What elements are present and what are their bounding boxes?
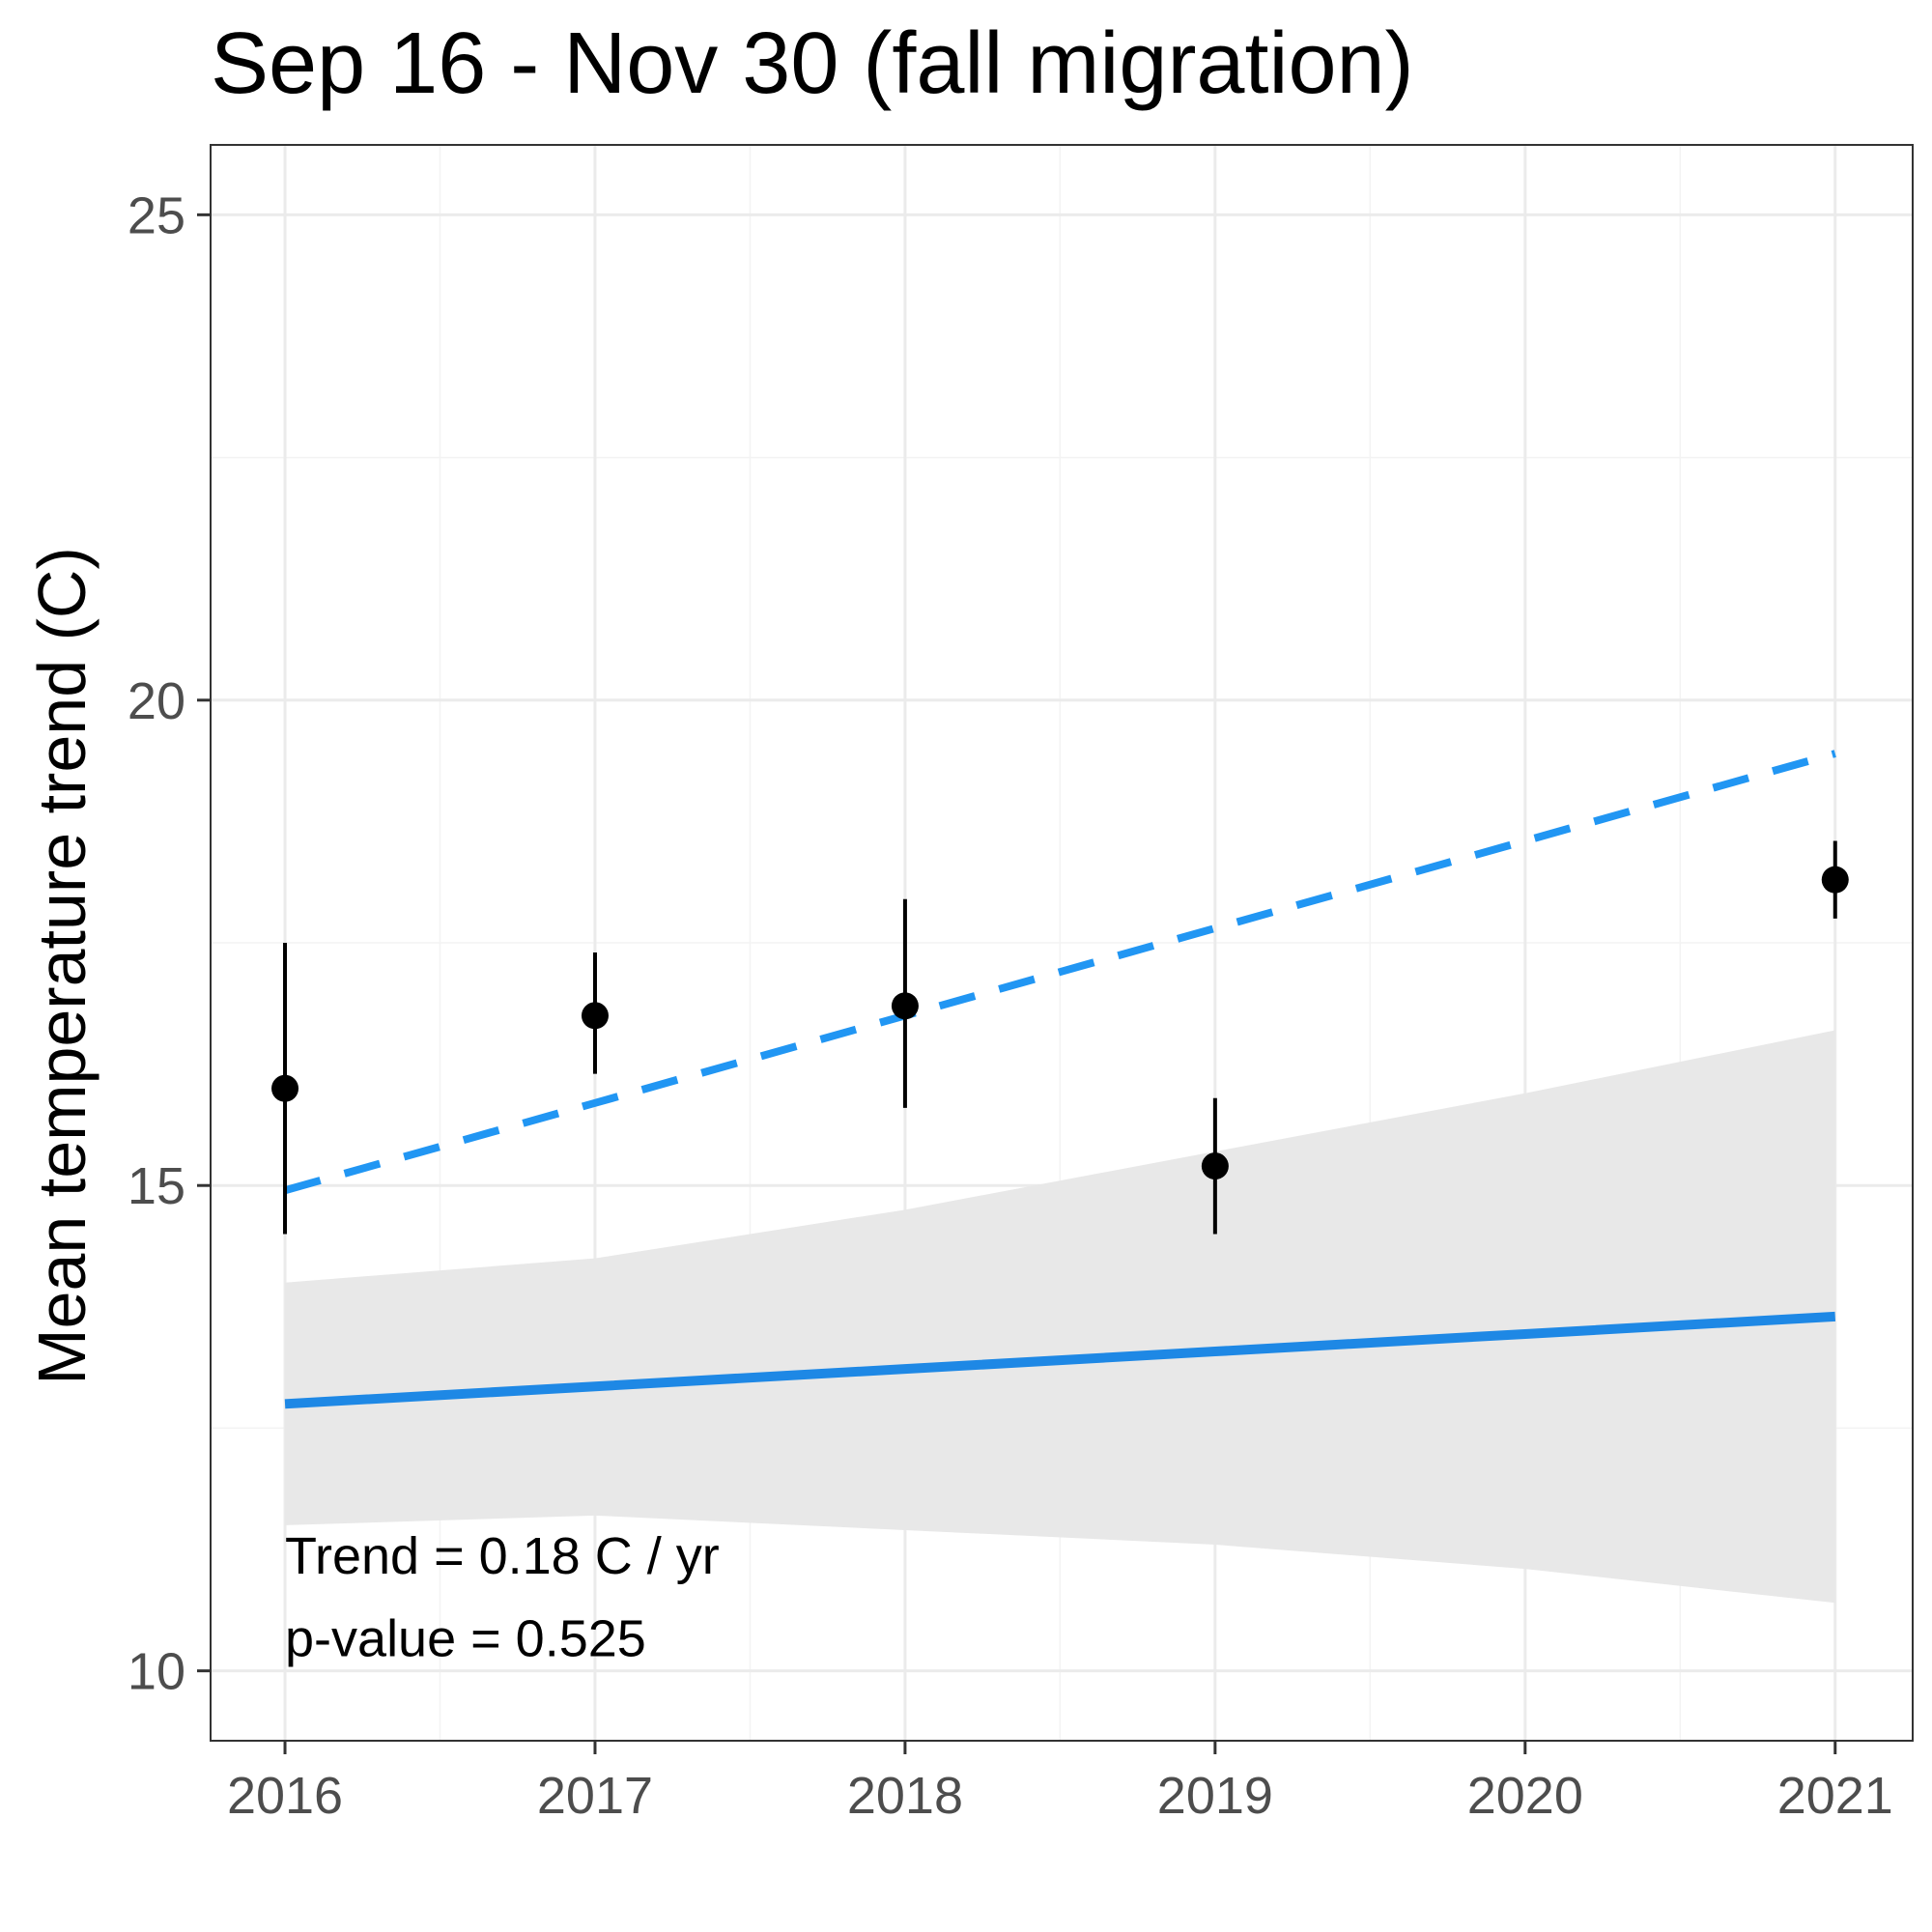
y-tick-label: 15 — [128, 1157, 185, 1215]
x-tick-label: 2020 — [1467, 1767, 1583, 1825]
y-tick-label: 20 — [128, 672, 185, 730]
data-point — [1821, 866, 1849, 894]
trend-line — [284, 1311, 1836, 1409]
point-layer — [271, 866, 1849, 1180]
x-tick-label: 2018 — [847, 1767, 963, 1825]
x-tick-label: 2019 — [1157, 1767, 1273, 1825]
x-tick-label: 2021 — [1777, 1767, 1893, 1825]
annotation-pvalue: p-value = 0.525 — [285, 1610, 646, 1668]
data-point — [581, 1002, 609, 1030]
annotation-trend: Trend = 0.18 C / yr — [285, 1527, 720, 1585]
confidence-band — [285, 1030, 1835, 1604]
data-point — [891, 992, 919, 1020]
y-tick-label: 25 — [128, 186, 185, 244]
chart-title: Sep 16 - Nov 30 (fall migration) — [211, 15, 1414, 112]
y-axis: 10 15 20 25 — [128, 186, 211, 1701]
y-axis-title: Mean temperature trend (C) — [24, 547, 99, 1385]
trend-line-layer — [284, 1311, 1836, 1409]
x-tick-label: 2017 — [537, 1767, 653, 1825]
data-point — [1201, 1152, 1229, 1180]
confidence-band-layer — [285, 1030, 1835, 1604]
x-axis: 2016 2017 2018 2019 2020 2021 — [227, 1741, 1893, 1825]
dashed-line — [283, 750, 1836, 1195]
panel-border — [210, 144, 1914, 1742]
data-point — [271, 1074, 299, 1102]
y-tick-label: 10 — [128, 1643, 185, 1701]
dashed-line-layer — [283, 750, 1836, 1195]
x-tick-label: 2016 — [227, 1767, 343, 1825]
